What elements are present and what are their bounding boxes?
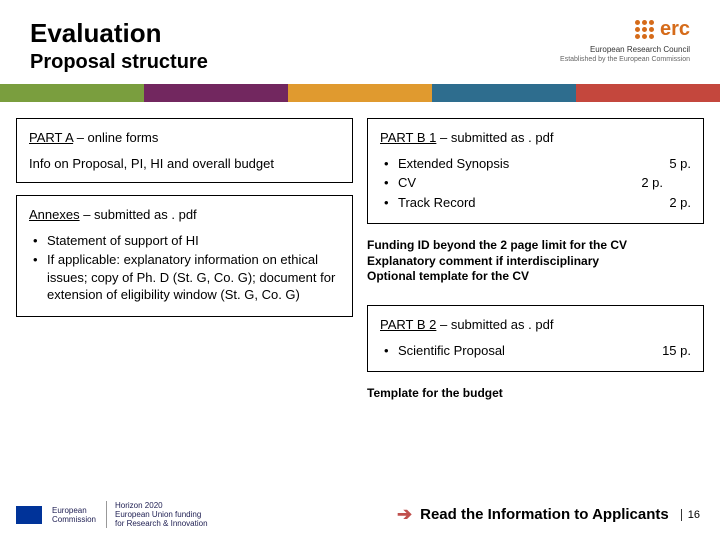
note-b1: Funding ID beyond the 2 page limit for t… bbox=[367, 236, 704, 293]
list-item: If applicable: explanatory information o… bbox=[29, 251, 340, 304]
erc-dots-icon bbox=[635, 20, 654, 39]
erc-logo-sub2: Established by the European Commission bbox=[560, 56, 690, 63]
content: PART A – online forms Info on Proposal, … bbox=[0, 118, 720, 410]
list-item: Extended Synopsis5 p. bbox=[380, 155, 691, 173]
part-b1-box: PART B 1 – submitted as . pdf Extended S… bbox=[367, 118, 704, 224]
h2020-label: Horizon 2020 European Union funding for … bbox=[106, 501, 208, 528]
ec-label: European Commission bbox=[52, 506, 96, 524]
cta-text: Read the Information to Applicants bbox=[420, 506, 669, 523]
list-item: Scientific Proposal15 p. bbox=[380, 342, 691, 360]
page-subtitle: Proposal structure bbox=[30, 51, 560, 74]
footer-logos: European Commission Horizon 2020 Europea… bbox=[16, 501, 208, 528]
list-item: Statement of support of HI bbox=[29, 232, 340, 250]
page-number: 16 bbox=[681, 509, 700, 521]
list-item: CV2 p. bbox=[380, 174, 691, 192]
page-title: Evaluation bbox=[30, 18, 560, 49]
arrow-right-icon: ➔ bbox=[397, 504, 412, 525]
color-stripe bbox=[0, 84, 720, 102]
annexes-list: Statement of support of HI If applicable… bbox=[29, 232, 340, 304]
erc-logo-text: erc bbox=[660, 18, 690, 41]
eu-flag-icon bbox=[16, 506, 42, 524]
note-b2: Template for the budget bbox=[367, 384, 704, 410]
header-text: Evaluation Proposal structure bbox=[30, 18, 560, 74]
part-b1-list: Extended Synopsis5 p. CV2 p. Track Recor… bbox=[380, 155, 691, 212]
part-b2-title: PART B 2 – submitted as . pdf bbox=[380, 316, 691, 334]
part-b1-title: PART B 1 – submitted as . pdf bbox=[380, 129, 691, 147]
list-item: Track Record2 p. bbox=[380, 194, 691, 212]
right-column: PART B 1 – submitted as . pdf Extended S… bbox=[367, 118, 704, 410]
part-b2-list: Scientific Proposal15 p. bbox=[380, 342, 691, 360]
erc-logo: erc European Research Council Establishe… bbox=[560, 18, 690, 63]
footer: European Commission Horizon 2020 Europea… bbox=[0, 501, 720, 528]
annexes-title: Annexes – submitted as . pdf bbox=[29, 206, 340, 224]
annexes-box: Annexes – submitted as . pdf Statement o… bbox=[16, 195, 353, 317]
part-a-title: PART A – online forms bbox=[29, 129, 340, 147]
part-a-box: PART A – online forms Info on Proposal, … bbox=[16, 118, 353, 183]
part-a-body: Info on Proposal, PI, HI and overall bud… bbox=[29, 155, 340, 173]
left-column: PART A – online forms Info on Proposal, … bbox=[16, 118, 353, 410]
erc-logo-sub: European Research Council bbox=[560, 45, 690, 54]
part-b2-box: PART B 2 – submitted as . pdf Scientific… bbox=[367, 305, 704, 372]
footer-cta: ➔ Read the Information to Applicants 16 bbox=[397, 504, 700, 525]
header: Evaluation Proposal structure erc Europe… bbox=[0, 0, 720, 84]
